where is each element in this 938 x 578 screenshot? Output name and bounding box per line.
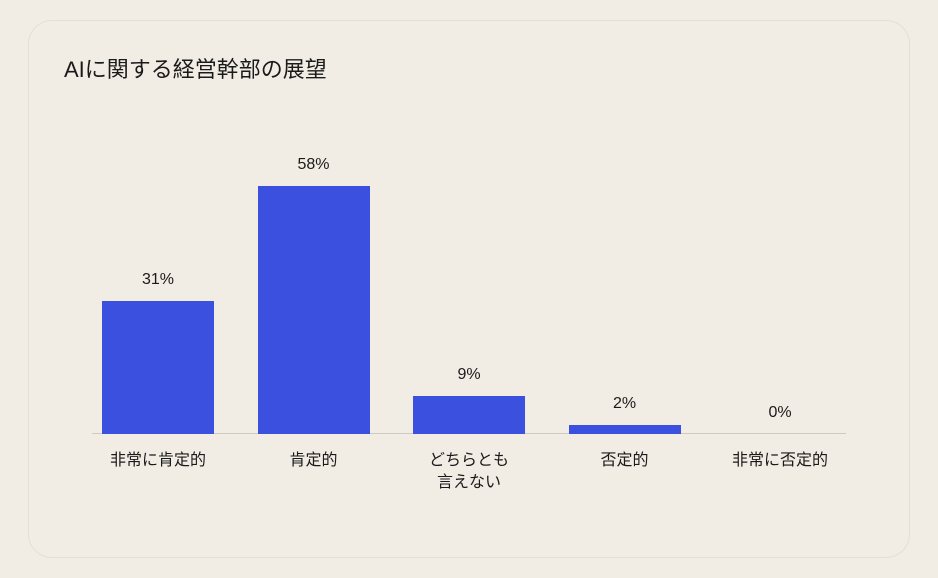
bar-value-label: 58% <box>297 156 329 174</box>
bar-value-label: 2% <box>613 395 636 413</box>
bar-slot: 0% <box>714 156 846 434</box>
chart-area: 31% 58% 9% 2% 0% 非常に肯定的 肯定的 どちら <box>92 156 846 498</box>
category-label: 否定的 <box>559 438 691 498</box>
bar-value-label: 31% <box>142 271 174 289</box>
category-label: どちらとも 言えない <box>403 438 535 498</box>
bar-value-label: 9% <box>457 366 480 384</box>
category-label: 非常に否定的 <box>714 438 846 498</box>
bar <box>102 301 214 434</box>
bar <box>258 186 370 434</box>
category-label: 非常に肯定的 <box>92 438 224 498</box>
chart-category-labels: 非常に肯定的 肯定的 どちらとも 言えない 否定的 非常に否定的 <box>92 438 846 498</box>
bar-slot: 31% <box>92 156 224 434</box>
bar-slot: 2% <box>559 156 691 434</box>
chart-bars: 31% 58% 9% 2% 0% <box>92 156 846 434</box>
bar <box>413 396 525 434</box>
bar <box>569 425 681 434</box>
bar-slot: 9% <box>403 156 535 434</box>
category-label: 肯定的 <box>248 438 380 498</box>
bar-value-label: 0% <box>768 404 791 422</box>
chart-card: AIに関する経営幹部の展望 31% 58% 9% 2% 0% <box>0 0 938 578</box>
chart-title: AIに関する経営幹部の展望 <box>64 52 327 84</box>
bar-slot: 58% <box>248 156 380 434</box>
